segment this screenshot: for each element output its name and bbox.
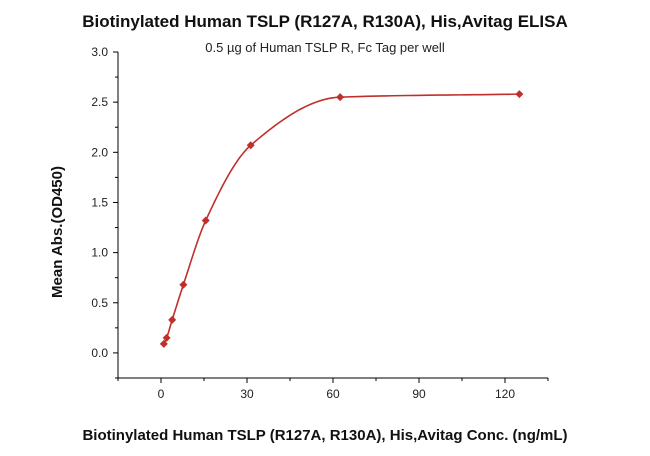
x-axis-label: Biotinylated Human TSLP (R127A, R130A), … [82, 427, 567, 444]
data-point-diamond [159, 339, 168, 348]
data-points [159, 90, 524, 348]
data-point-diamond [246, 141, 255, 150]
chart-subtitle: 0.5 µg of Human TSLP R, Fc Tag per well [205, 40, 445, 55]
y-tick-label: 1.5 [91, 195, 108, 209]
data-point-diamond [336, 93, 345, 102]
data-point-diamond [168, 315, 177, 324]
x-tick-label: 60 [326, 387, 340, 401]
y-tick-label: 0.0 [91, 346, 108, 360]
data-point-diamond [515, 90, 524, 99]
x-tick-label: 0 [158, 387, 165, 401]
y-tick-label: 3.0 [91, 45, 108, 59]
y-tick-label: 0.5 [91, 296, 108, 310]
y-tick-label: 2.0 [91, 145, 108, 159]
chart-title: Biotinylated Human TSLP (R127A, R130A), … [82, 12, 568, 31]
x-tick-label: 120 [495, 387, 515, 401]
fit-curve-layer [163, 93, 520, 345]
x-tick-label: 90 [412, 387, 426, 401]
y-axis-label: Mean Abs.(OD450) [49, 166, 66, 298]
x-tick-label: 30 [240, 387, 254, 401]
data-point-diamond [162, 333, 171, 342]
y-tick-label: 2.5 [91, 95, 108, 109]
data-point-diamond [201, 216, 210, 225]
fit-curve [163, 93, 520, 345]
y-tick-label: 1.0 [91, 246, 108, 260]
axes: 0.0 0.5 1.0 1.5 2.0 2.5 3.0 0 30 60 90 120 [91, 45, 549, 401]
data-point-diamond [179, 280, 188, 289]
